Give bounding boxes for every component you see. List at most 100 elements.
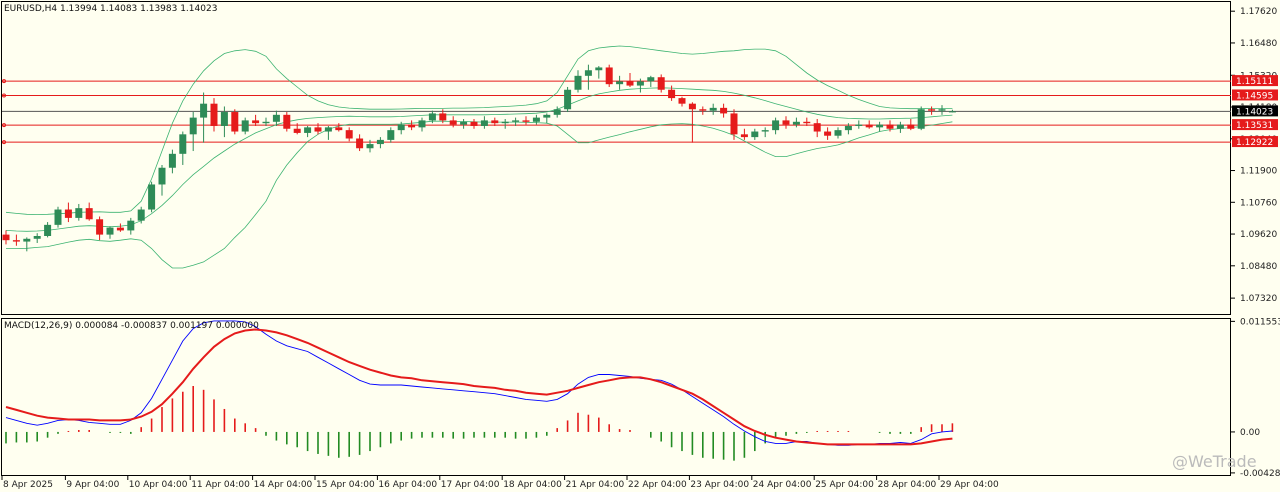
price-tags: 1.15111 1.14595 1.13531 1.12922 1.14023 <box>1232 75 1278 148</box>
candle-body <box>12 240 20 242</box>
candle-body <box>345 130 353 139</box>
candle-body <box>876 124 884 128</box>
candle-body <box>678 98 686 104</box>
candle-body <box>314 127 322 132</box>
time-tick-label: 14 Apr 04:00 <box>254 480 313 490</box>
candle-body <box>127 220 135 231</box>
price-tick-label: 1.16480 <box>1240 39 1277 49</box>
candle-body <box>855 124 863 126</box>
price-tick-label: 1.07320 <box>1240 294 1277 304</box>
candle-body <box>688 103 696 110</box>
candle-body <box>148 184 156 210</box>
level-price-label: 1.13531 <box>1236 121 1273 131</box>
candle-body <box>356 138 364 149</box>
candle-body <box>917 109 925 129</box>
candle-body <box>834 130 842 136</box>
candle-body <box>189 117 197 135</box>
candle-body <box>730 113 738 135</box>
candle-body <box>376 139 384 145</box>
candle-body <box>501 121 509 124</box>
time-tick-label: 25 Apr 04:00 <box>815 480 874 490</box>
bb-middle-line <box>5 87 953 232</box>
candle-body <box>231 112 239 132</box>
candle-body <box>595 67 603 71</box>
level-price-label: 1.12922 <box>1236 138 1273 148</box>
candle-body <box>709 107 717 111</box>
macd-histogram <box>5 385 954 461</box>
candle-body <box>751 131 759 138</box>
candle-body <box>106 227 114 235</box>
price-tick-label: 1.17620 <box>1240 7 1277 17</box>
time-tick-label: 16 Apr 04:00 <box>378 480 437 490</box>
time-tick-label: 9 Apr 04:00 <box>66 480 119 490</box>
bb-upper-line <box>5 45 953 215</box>
candle-body <box>824 131 832 136</box>
time-tick-label: 17 Apr 04:00 <box>441 480 500 490</box>
candle-body <box>792 121 800 125</box>
level-price-tag <box>1232 89 1278 101</box>
candle-body <box>241 120 249 132</box>
candle-body <box>522 120 530 122</box>
level-price-tag <box>1232 119 1278 131</box>
candle-body <box>740 134 748 138</box>
candle-body <box>54 209 62 225</box>
time-tick-label: 24 Apr 04:00 <box>753 480 812 490</box>
level-anchor <box>2 140 6 145</box>
candle-body <box>532 117 540 122</box>
candle-body <box>252 120 260 124</box>
level-anchor <box>2 79 6 84</box>
macd-tick-label: -0.004281 <box>1240 469 1280 479</box>
candle-body <box>574 75 582 90</box>
candle-body <box>844 125 852 131</box>
candle-body <box>584 70 592 76</box>
candle-body <box>324 127 332 132</box>
candle-body <box>116 227 124 231</box>
candle-body <box>220 112 228 126</box>
time-tick-label: 23 Apr 04:00 <box>690 480 749 490</box>
candle-body <box>907 124 915 129</box>
current-price-label: 1.14023 <box>1236 107 1273 117</box>
candle-body <box>699 109 707 111</box>
candle-body <box>397 124 405 131</box>
watermark: @WeTrade <box>1172 452 1257 471</box>
candle-body <box>948 111 956 113</box>
time-tick-label: 18 Apr 04:00 <box>503 480 562 490</box>
bollinger-bands <box>5 45 953 269</box>
candle-body <box>938 109 946 111</box>
candle-body <box>772 120 780 131</box>
candle-body <box>96 219 104 235</box>
macd-lines <box>5 320 953 446</box>
candle-body <box>813 123 821 132</box>
macd-header: MACD(12,26,9) 0.000084 -0.000837 0.00119… <box>4 321 259 331</box>
candle-body <box>179 134 187 154</box>
candle-body <box>761 130 769 132</box>
price-tick-label: 1.10760 <box>1240 198 1277 208</box>
level-anchor <box>2 123 6 128</box>
candle-body <box>75 208 83 218</box>
candle-body <box>668 89 676 99</box>
signal-line <box>5 328 953 446</box>
candle-body <box>605 67 613 85</box>
candle-body <box>387 130 395 140</box>
level-price-tag <box>1232 136 1278 148</box>
candle-body <box>647 77 655 82</box>
candle-body <box>470 121 478 126</box>
candle-body <box>886 124 894 129</box>
macd-tick-label: 0.011553 <box>1240 317 1280 327</box>
candle-body <box>293 128 301 133</box>
price-header: EURUSD,H4 1.13994 1.14083 1.13983 1.1402… <box>4 4 217 14</box>
macd-axis: 0.011553 0.00 -0.004281 <box>1231 317 1280 479</box>
level-price-label: 1.15111 <box>1236 77 1273 87</box>
time-tick-label: 29 Apr 04:00 <box>940 480 999 490</box>
candle-body <box>168 153 176 168</box>
candle-body <box>439 113 447 121</box>
candle-body <box>928 109 936 111</box>
price-panel-frame <box>1 1 1231 315</box>
candle-body <box>408 124 416 128</box>
time-tick-label: 28 Apr 04:00 <box>878 480 937 490</box>
candle-body <box>720 107 728 114</box>
candle-body <box>85 208 93 220</box>
candle-body <box>480 120 488 126</box>
